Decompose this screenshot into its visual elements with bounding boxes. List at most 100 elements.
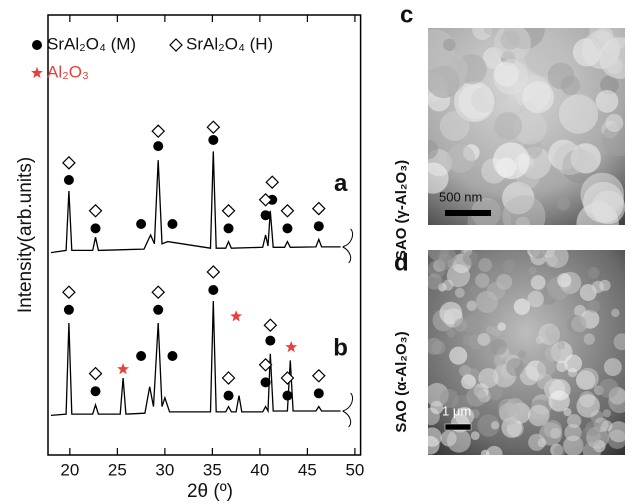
sem-grain <box>490 338 507 356</box>
sem-grain <box>446 144 476 173</box>
sem-grain <box>439 111 470 141</box>
xrd-trace <box>50 151 341 254</box>
peak-marker <box>62 155 76 170</box>
sem-grain <box>475 290 498 313</box>
sem-grain <box>493 61 519 87</box>
sem-grain <box>490 421 500 430</box>
panel-label: SAO (α-Al₂O₃) <box>393 331 410 432</box>
peak-marker <box>63 175 74 185</box>
legend-label: Al₂O₃ <box>47 62 89 81</box>
sem-grain <box>449 346 468 365</box>
x-tick-label: 30 <box>155 460 174 479</box>
sem-grain <box>485 445 503 455</box>
sem-grain <box>571 315 588 333</box>
peak-marker <box>221 203 236 218</box>
sem-grain <box>538 323 561 346</box>
sem-grain <box>431 340 446 355</box>
sem-grain <box>527 290 544 308</box>
peak-marker <box>265 175 280 190</box>
peak-marker <box>258 357 273 372</box>
scale-bar-label: 500 nm <box>439 189 482 204</box>
sem-grain <box>454 287 465 298</box>
sem-grain <box>544 344 562 362</box>
x-axis-title: 2θ (º) <box>187 481 233 502</box>
sem-grain <box>573 304 587 318</box>
peak-marker <box>221 371 236 385</box>
sem-grain <box>446 428 471 453</box>
sem-grain <box>530 250 547 259</box>
sem-grain <box>442 279 454 291</box>
sem-grain <box>545 250 569 268</box>
sem-grain <box>563 408 572 417</box>
sem-grain <box>554 142 587 176</box>
sem-grain <box>576 394 600 418</box>
legend-symbol <box>31 66 43 78</box>
plot-frame <box>47 14 362 456</box>
sem-grain <box>598 378 619 399</box>
sem-grain <box>439 388 459 408</box>
peak-marker <box>62 285 76 300</box>
legend-symbol <box>32 40 42 50</box>
sem-grain <box>601 122 625 157</box>
sem-grain <box>439 250 457 265</box>
x-tick-label: 25 <box>108 460 127 479</box>
peak-marker <box>313 388 324 399</box>
scale-bar <box>444 423 472 431</box>
sem-grain <box>536 373 553 390</box>
sem-grain <box>527 404 550 427</box>
scale-bar-label: 1 μm <box>442 403 471 418</box>
sem-grain <box>611 308 620 318</box>
peak-marker <box>167 219 178 229</box>
peak-marker <box>282 223 293 234</box>
peak-marker <box>90 386 101 397</box>
sem-grain <box>600 75 619 95</box>
sem-grain <box>585 420 601 437</box>
sem-grain <box>502 194 546 225</box>
peak-marker <box>136 219 147 229</box>
sem-grain <box>478 367 499 389</box>
peak-marker <box>117 363 129 375</box>
sem-grain <box>522 81 555 114</box>
sem-grain <box>492 142 530 180</box>
sem-grain <box>556 197 571 211</box>
peak-marker <box>223 223 234 234</box>
trace-label: b <box>333 334 348 361</box>
sem-grain <box>519 366 539 386</box>
sem-grain <box>550 427 562 439</box>
sem-grain <box>587 266 600 279</box>
peak-marker <box>208 285 219 295</box>
peak-marker <box>153 141 164 152</box>
sem-grain <box>599 37 625 79</box>
peak-marker <box>280 371 295 385</box>
sem-grain <box>462 250 479 266</box>
sem-grain <box>557 341 566 350</box>
peak-marker <box>265 335 276 346</box>
peak-marker <box>151 124 166 139</box>
peak-marker <box>206 120 221 135</box>
peak-marker <box>136 351 147 361</box>
sem-grain <box>558 94 599 134</box>
peak-marker <box>285 341 298 353</box>
trace-end-arrow <box>342 228 354 264</box>
sem-grain <box>583 333 595 345</box>
sem-grain <box>477 414 500 437</box>
peak-marker <box>88 366 103 381</box>
sem-grain <box>553 445 566 455</box>
sem-grain <box>557 273 572 288</box>
scale-bar <box>445 210 491 216</box>
panel-letter: c <box>400 1 413 28</box>
legend-label: SrAl₂O₄ (M) <box>47 34 136 53</box>
sem-grain <box>608 421 625 443</box>
peak-marker <box>280 203 295 218</box>
peak-marker <box>223 390 234 401</box>
sem-grain <box>454 81 495 122</box>
sem-grain <box>547 62 575 90</box>
sem-grain <box>518 350 527 359</box>
sem-grain <box>466 300 477 311</box>
peak-marker <box>230 310 242 322</box>
sem-grain <box>428 139 439 160</box>
sem-grain <box>506 358 525 377</box>
trace-label: a <box>334 170 348 197</box>
sem-grain <box>500 30 520 50</box>
sem-grain <box>567 413 582 429</box>
